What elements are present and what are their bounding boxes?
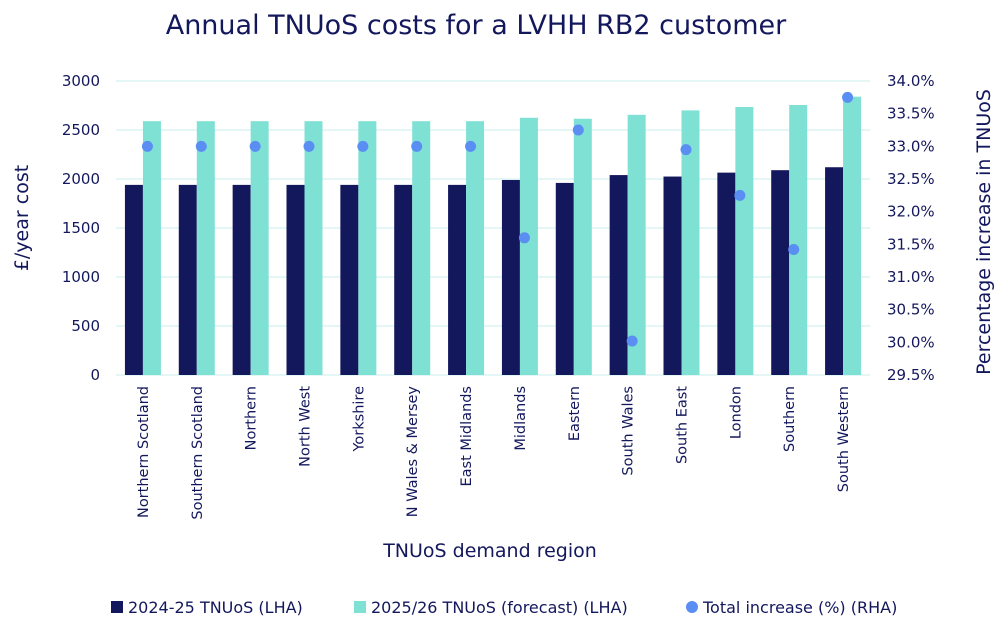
bar-2025-26-forecast xyxy=(681,110,700,376)
y2-tick-label: 30.0% xyxy=(887,333,935,351)
y2-tick-label: 29.5% xyxy=(887,366,935,384)
x-tick-label: South Wales xyxy=(621,386,637,476)
x-tick-label: South Western xyxy=(836,386,852,492)
y2-tick-label: 31.0% xyxy=(887,268,935,286)
bar-2025-26-forecast xyxy=(250,121,269,376)
x-tick-label: Yorkshire xyxy=(351,386,367,453)
bar-2024-25 xyxy=(340,184,359,375)
y-tick-label: 1500 xyxy=(62,219,100,237)
bars xyxy=(124,96,862,376)
x-tick-label: Midlands xyxy=(513,386,529,451)
y-tick-label: 2500 xyxy=(62,121,100,139)
bar-2024-25 xyxy=(501,179,520,375)
point-total-increase xyxy=(465,140,477,152)
point-total-increase xyxy=(572,124,584,136)
x-tick-label: Southern xyxy=(782,386,798,452)
bar-2024-25 xyxy=(717,172,736,375)
bar-2024-25 xyxy=(286,184,305,375)
legend-swatch xyxy=(111,601,123,613)
bar-2024-25 xyxy=(394,184,413,375)
legend: 2024-25 TNUoS (LHA) 2025/26 TNUoS (foreca… xyxy=(111,598,897,617)
legend-swatch xyxy=(686,601,698,613)
point-total-increase xyxy=(518,232,530,244)
y2-tick-label: 33.0% xyxy=(887,137,935,155)
bar-2024-25 xyxy=(124,184,143,375)
y2-tick-label: 33.5% xyxy=(887,105,935,123)
x-tick-label: Northern Scotland xyxy=(136,386,152,518)
point-total-increase xyxy=(141,140,153,152)
y-axis-title: £/year cost xyxy=(11,165,33,271)
x-tick-label: Southern Scotland xyxy=(190,386,206,520)
bar-2025-26-forecast xyxy=(789,105,808,375)
point-total-increase xyxy=(357,140,369,152)
x-tick-label: London xyxy=(728,386,744,439)
y2-axis-title: Percentage increase in TNUoS xyxy=(973,89,995,375)
y-axis-right: 29.5% 30.0% 30.5% 31.0% 31.5% 32.0% 32.5% 33.0%… xyxy=(887,72,935,384)
point-total-increase xyxy=(195,140,207,152)
point-total-increase xyxy=(734,189,746,201)
x-tick-label: East Midlands xyxy=(459,386,475,487)
y2-tick-label: 30.5% xyxy=(887,301,935,319)
y-tick-label: 2000 xyxy=(62,170,100,188)
point-total-increase xyxy=(788,244,800,256)
point-total-increase xyxy=(842,91,854,103)
bar-2024-25 xyxy=(232,184,251,375)
point-total-increase xyxy=(249,140,261,152)
bar-2024-25 xyxy=(555,182,574,375)
bar-2025-26-forecast xyxy=(142,121,161,376)
bar-2024-25 xyxy=(771,170,790,375)
y-axis-left: 0 500 1000 1500 2000 2500 3000 xyxy=(62,72,100,384)
y2-tick-label: 34.0% xyxy=(887,72,935,90)
x-axis-title: TNUoS demand region xyxy=(382,540,597,562)
bar-2024-25 xyxy=(663,176,682,375)
y-tick-label: 3000 xyxy=(62,72,100,90)
bar-2024-25 xyxy=(609,175,628,375)
point-total-increase xyxy=(411,140,423,152)
bar-2025-26-forecast xyxy=(519,117,538,375)
y2-tick-label: 32.0% xyxy=(887,203,935,221)
point-total-increase xyxy=(680,144,692,156)
x-tick-label: South East xyxy=(675,386,691,464)
bar-2025-26-forecast xyxy=(412,121,431,376)
legend-label: Total increase (%) (RHA) xyxy=(702,598,897,617)
bar-2024-25 xyxy=(825,167,844,375)
x-tick-label: Eastern xyxy=(567,386,583,441)
chart-title: Annual TNUoS costs for a LVHH RB2 custom… xyxy=(166,10,787,41)
legend-swatch xyxy=(354,601,366,613)
points xyxy=(141,91,854,347)
x-tick-label: North West xyxy=(298,386,314,467)
point-total-increase xyxy=(303,140,315,152)
bar-2025-26-forecast xyxy=(735,106,754,375)
legend-label: 2025/26 TNUoS (forecast) (LHA) xyxy=(371,598,628,617)
x-tick-label: N Wales & Mersey xyxy=(405,386,421,518)
grid xyxy=(116,80,870,376)
bar-2025-26-forecast xyxy=(358,121,377,376)
bar-2024-25 xyxy=(448,184,467,375)
y2-tick-label: 31.5% xyxy=(887,235,935,253)
x-axis-categories: Northern Scotland Southern Scotland Northe… xyxy=(136,386,852,520)
y-tick-label: 1000 xyxy=(62,268,100,286)
point-total-increase xyxy=(626,335,638,347)
y-tick-label: 500 xyxy=(71,317,100,335)
bar-2025-26-forecast xyxy=(843,96,862,376)
bar-2025-26-forecast xyxy=(466,121,485,376)
x-tick-label: Northern xyxy=(244,386,260,450)
y-tick-label: 0 xyxy=(90,366,100,384)
y2-tick-label: 32.5% xyxy=(887,170,935,188)
bar-2025-26-forecast xyxy=(627,114,646,375)
bar-2024-25 xyxy=(178,184,197,375)
bar-2025-26-forecast xyxy=(573,118,592,375)
legend-label: 2024-25 TNUoS (LHA) xyxy=(128,598,303,617)
bar-2025-26-forecast xyxy=(196,121,215,376)
bar-2025-26-forecast xyxy=(304,121,323,376)
